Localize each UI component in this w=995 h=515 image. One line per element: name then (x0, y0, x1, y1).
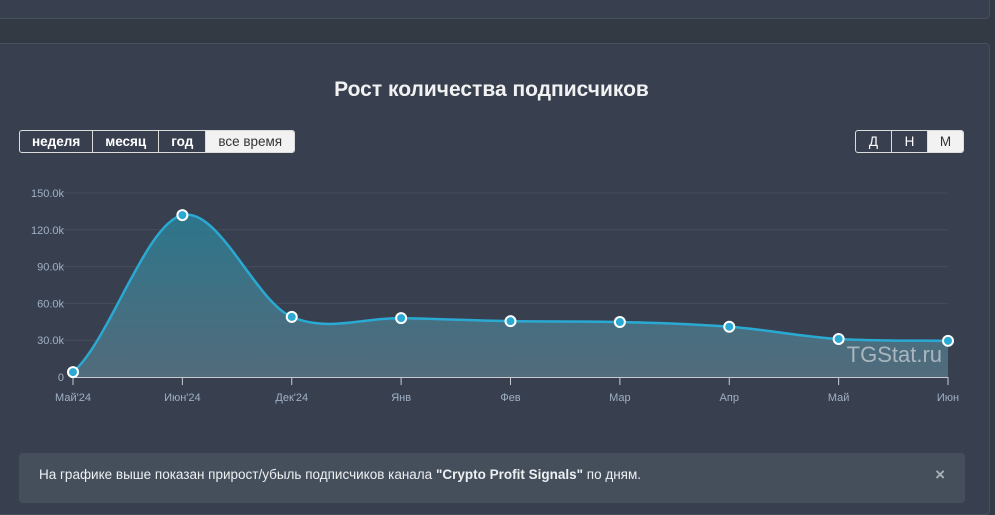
granularity-selector: Д Н М (855, 130, 964, 153)
banner-text-before: На графике выше показан прирост/убыль по… (39, 467, 436, 482)
channel-name: "Crypto Profit Signals" (435, 467, 584, 482)
x-tick-label: Апр (720, 392, 739, 404)
range-year-button[interactable]: год (159, 131, 207, 152)
data-point[interactable] (395, 312, 408, 325)
watermark: TGStat.ru (847, 342, 942, 367)
data-point[interactable] (176, 209, 189, 222)
data-point[interactable] (723, 320, 736, 333)
range-week-button[interactable]: неделя (20, 131, 94, 152)
y-tick-label: 120.0k (31, 225, 65, 237)
granularity-month-button[interactable]: М (928, 131, 963, 152)
banner-text-after: по дням. (583, 467, 642, 482)
data-point[interactable] (285, 310, 298, 323)
banner-text: На графике выше показан прирост/убыль по… (39, 467, 641, 482)
range-selector: неделя месяц год все время (19, 130, 296, 153)
info-banner: На графике выше показан прирост/убыль по… (19, 453, 965, 503)
y-tick-label: 90.0k (37, 262, 64, 274)
granularity-week-button[interactable]: Н (892, 131, 928, 152)
x-tick-label: Мар (609, 392, 631, 404)
y-tick-label: 60.0k (37, 298, 64, 310)
data-point[interactable] (832, 332, 845, 345)
data-point[interactable] (67, 366, 79, 379)
top-card (0, 0, 990, 19)
granularity-day-button[interactable]: Д (856, 131, 892, 152)
data-point[interactable] (942, 334, 954, 347)
range-all-time-button[interactable]: все время (206, 131, 295, 152)
close-button[interactable]: × (935, 465, 945, 484)
area-fill (73, 214, 948, 377)
y-tick-label: 30.0k (37, 335, 64, 347)
x-tick-label: Янв (391, 392, 411, 404)
y-tick-label: 0 (58, 372, 64, 384)
x-tick-label: Дек'24 (275, 392, 308, 404)
x-tick-label: Июн (937, 392, 959, 404)
chart-title: Рост количества подписчиков (334, 78, 649, 101)
x-tick-label: Май'24 (55, 392, 91, 404)
subscribers-chart: TGStat.ru 0 30.0k 60.0k 90.0k 120.0k 150.0k Ма… (31, 188, 959, 404)
range-month-button[interactable]: месяц (93, 131, 160, 152)
x-tick-label: Май (828, 392, 850, 404)
data-point[interactable] (613, 316, 626, 329)
x-tick-label: Фев (500, 392, 520, 404)
y-tick-label: 150.0k (31, 188, 65, 200)
data-point[interactable] (504, 315, 517, 328)
x-tick-label: Июн'24 (164, 392, 201, 404)
